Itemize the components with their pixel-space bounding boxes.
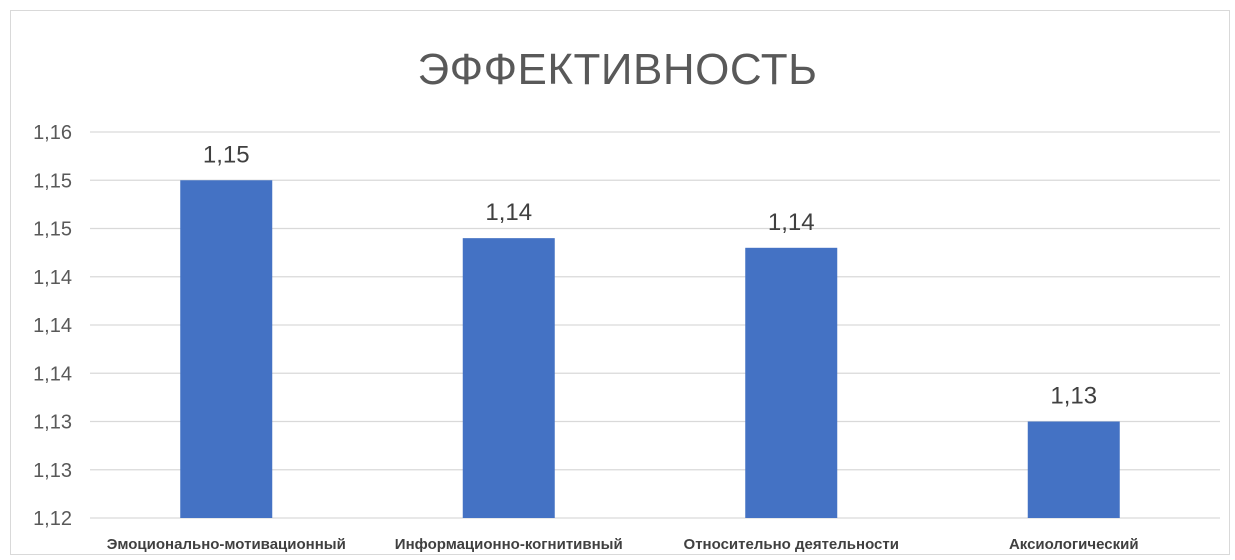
data-label: 1,14 [485, 199, 532, 226]
bar [462, 238, 555, 518]
y-tick-label: 1,16 [33, 122, 72, 144]
y-tick-label: 1,15 [33, 170, 72, 192]
bar [745, 247, 838, 519]
x-category-label: Эмоционально-мотивационный [107, 536, 346, 553]
y-tick-label: 1,14 [33, 363, 72, 385]
y-tick-label: 1,13 [33, 412, 72, 434]
data-label: 1,14 [768, 209, 815, 236]
chart-title: ЭФФЕКТИВНОСТЬ [417, 45, 818, 94]
y-tick-label: 1,12 [33, 508, 72, 530]
x-category-label: Относительно деятельности [684, 536, 899, 553]
data-label: 1,13 [1050, 383, 1097, 410]
x-category-label: Информационно-когнитивный [395, 536, 623, 553]
y-tick-label: 1,15 [33, 219, 72, 241]
bar [180, 180, 273, 518]
y-tick-label: 1,14 [33, 267, 72, 289]
y-tick-label: 1,13 [33, 460, 72, 482]
x-category-label: Аксиологический [1009, 536, 1139, 553]
y-tick-label: 1,14 [33, 315, 72, 337]
bar [1027, 421, 1120, 518]
data-label: 1,15 [203, 141, 250, 168]
